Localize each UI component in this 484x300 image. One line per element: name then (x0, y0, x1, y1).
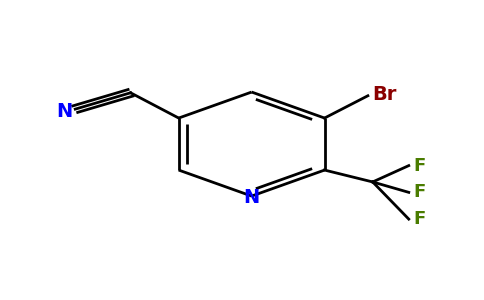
Text: N: N (243, 188, 260, 207)
Text: F: F (414, 210, 426, 228)
Text: Br: Br (373, 85, 397, 104)
Text: F: F (414, 183, 426, 201)
Text: F: F (414, 157, 426, 175)
Text: N: N (57, 102, 73, 121)
